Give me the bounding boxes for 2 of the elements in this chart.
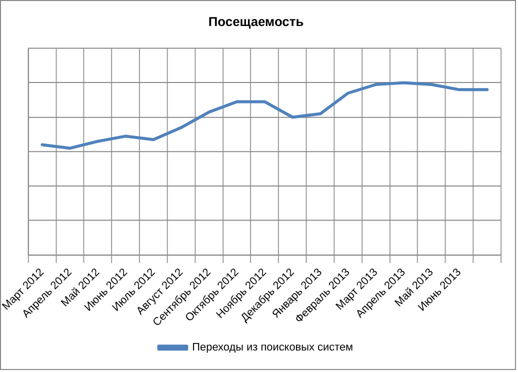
legend-label: Переходы из поисковых систем (192, 342, 354, 354)
chart-title: Посещаемость (208, 14, 304, 30)
